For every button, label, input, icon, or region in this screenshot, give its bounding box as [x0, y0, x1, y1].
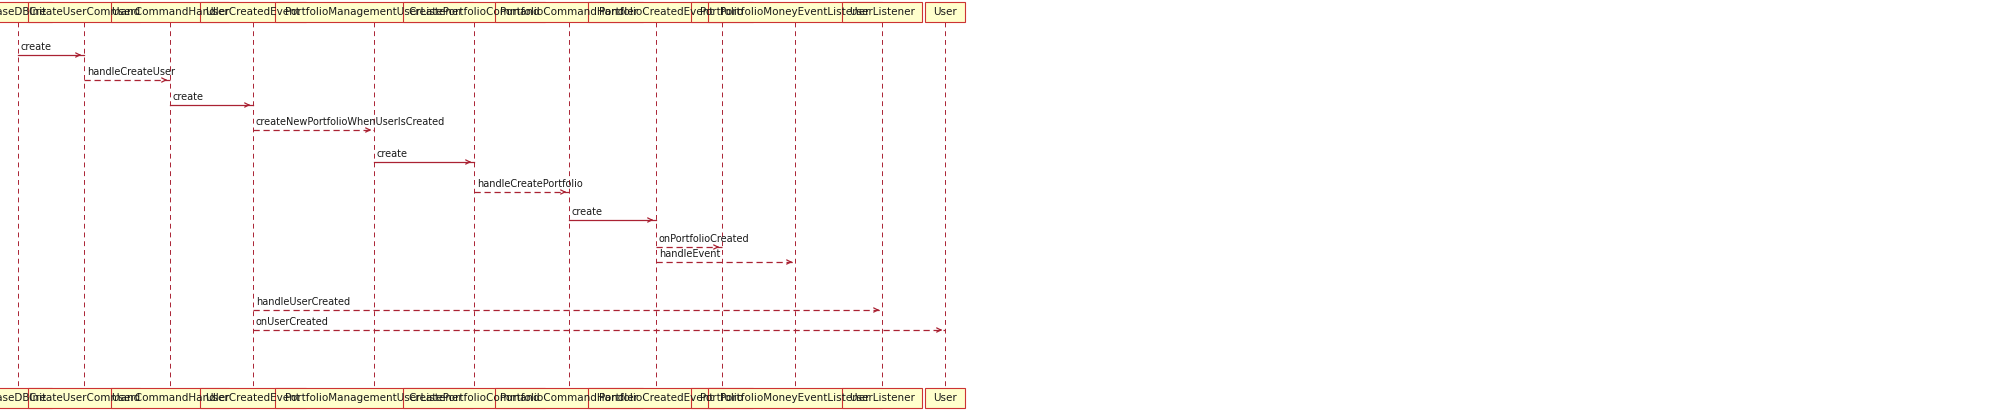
Bar [0, 2, 52, 22]
Bar [841, 388, 921, 408]
Text: UserCreatedEvent: UserCreatedEvent [205, 393, 300, 403]
Bar [201, 2, 306, 22]
Bar [588, 388, 724, 408]
Text: Portfolio: Portfolio [700, 7, 744, 17]
Text: handleEvent: handleEvent [660, 249, 720, 259]
Text: PortfolioMoneyEventListener: PortfolioMoneyEventListener [720, 393, 869, 403]
Bar [28, 388, 139, 408]
Bar [402, 388, 545, 408]
Bar [201, 388, 306, 408]
Text: BaseDBInit: BaseDBInit [0, 393, 46, 403]
Text: handleCreateUser: handleCreateUser [87, 67, 175, 77]
Text: handleCreatePortfolio: handleCreatePortfolio [477, 179, 583, 189]
Bar [111, 388, 229, 408]
Bar [111, 2, 229, 22]
Text: User: User [934, 7, 958, 17]
Bar [588, 2, 724, 22]
Bar [841, 2, 921, 22]
Text: create: create [173, 92, 203, 102]
Bar [708, 2, 881, 22]
Text: PortfolioCreatedEvent: PortfolioCreatedEvent [600, 393, 712, 403]
Text: PortfolioManagementUserListener: PortfolioManagementUserListener [286, 7, 463, 17]
Bar [28, 2, 139, 22]
Bar [708, 388, 881, 408]
Text: BaseDBInit: BaseDBInit [0, 7, 46, 17]
Text: onUserCreated: onUserCreated [256, 317, 328, 327]
Bar [495, 388, 644, 408]
Bar [495, 2, 644, 22]
Text: CreatePortfolioCommand: CreatePortfolioCommand [408, 393, 539, 403]
Text: PortfolioManagementUserListener: PortfolioManagementUserListener [286, 393, 463, 403]
Text: CreatePortfolioCommand: CreatePortfolioCommand [408, 7, 539, 17]
Text: createNewPortfolioWhenUserIsCreated: createNewPortfolioWhenUserIsCreated [256, 117, 445, 127]
Text: UserListener: UserListener [849, 393, 915, 403]
Bar [690, 388, 752, 408]
Text: CreateUserCommand: CreateUserCommand [28, 7, 141, 17]
Text: onPortfolioCreated: onPortfolioCreated [660, 234, 750, 244]
Text: create: create [376, 149, 408, 159]
Text: UserCommandHandler: UserCommandHandler [111, 393, 229, 403]
Bar [276, 388, 473, 408]
Bar [926, 2, 966, 22]
Bar [402, 2, 545, 22]
Text: create: create [571, 207, 604, 217]
Text: UserCommandHandler: UserCommandHandler [111, 7, 229, 17]
Text: PortfolioCommandHandler: PortfolioCommandHandler [501, 393, 638, 403]
Text: UserCreatedEvent: UserCreatedEvent [205, 7, 300, 17]
Text: handleUserCreated: handleUserCreated [256, 297, 350, 307]
Text: User: User [934, 393, 958, 403]
Text: Portfolio: Portfolio [700, 393, 744, 403]
Text: create: create [20, 42, 52, 52]
Bar [690, 2, 752, 22]
Text: UserListener: UserListener [849, 7, 915, 17]
Text: PortfolioMoneyEventListener: PortfolioMoneyEventListener [720, 7, 869, 17]
Bar [276, 2, 473, 22]
Bar [926, 388, 966, 408]
Text: PortfolioCreatedEvent: PortfolioCreatedEvent [600, 7, 712, 17]
Text: PortfolioCommandHandler: PortfolioCommandHandler [501, 7, 638, 17]
Text: CreateUserCommand: CreateUserCommand [28, 393, 141, 403]
Bar [0, 388, 52, 408]
